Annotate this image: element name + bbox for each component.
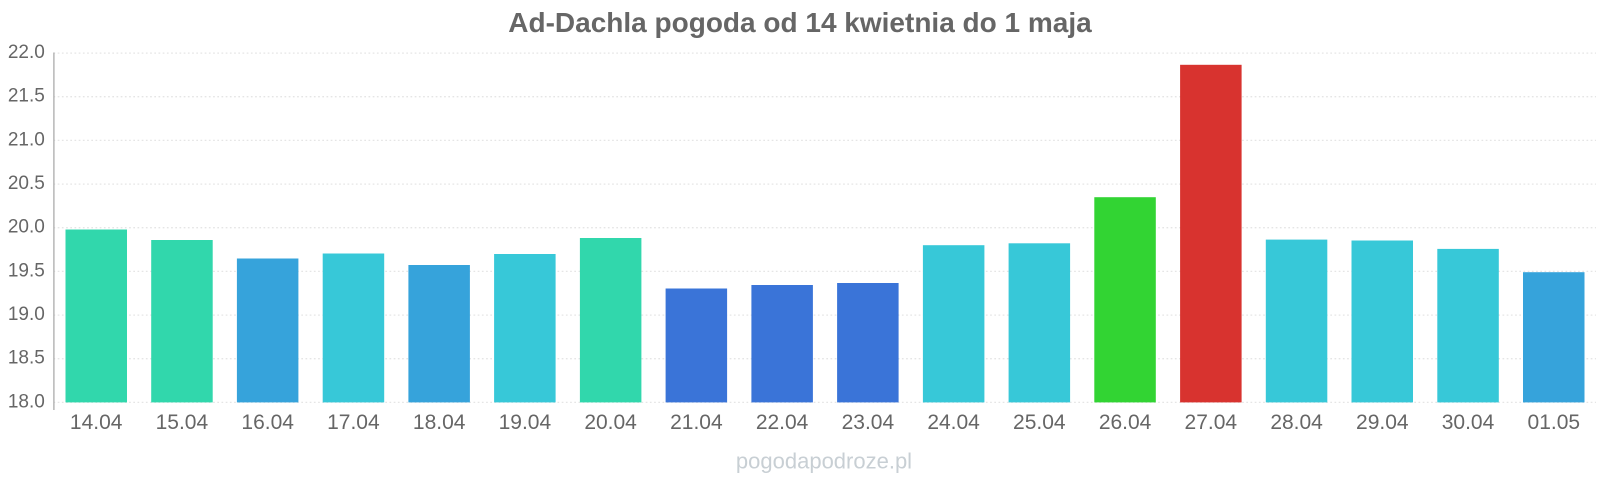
svg-text:16.04: 16.04	[241, 411, 294, 434]
svg-text:18.5: 18.5	[8, 348, 45, 369]
svg-text:21.5: 21.5	[8, 86, 45, 107]
svg-text:20.04: 20.04	[584, 411, 637, 434]
svg-text:pogodapodroze.pl: pogodapodroze.pl	[736, 448, 912, 473]
svg-text:22.04: 22.04	[756, 411, 809, 434]
svg-text:25.04: 25.04	[1013, 411, 1066, 434]
svg-text:21.04: 21.04	[670, 411, 723, 434]
svg-text:27.04: 27.04	[1185, 411, 1238, 434]
svg-text:19.0: 19.0	[8, 304, 45, 325]
svg-text:26.04: 26.04	[1099, 411, 1152, 434]
svg-text:01.05: 01.05	[1528, 411, 1581, 434]
svg-text:19.04: 19.04	[499, 411, 552, 434]
svg-text:20.5: 20.5	[8, 173, 45, 194]
svg-text:18.04: 18.04	[413, 411, 466, 434]
svg-text:30.04: 30.04	[1442, 411, 1495, 434]
svg-text:Ad-Dachla pogoda od 14 kwietni: Ad-Dachla pogoda od 14 kwietnia do 1 maj…	[508, 7, 1092, 38]
svg-text:17.04: 17.04	[327, 411, 380, 434]
svg-text:14.04: 14.04	[70, 411, 123, 434]
svg-text:18.0: 18.0	[8, 391, 45, 412]
svg-text:29.04: 29.04	[1356, 411, 1409, 434]
svg-text:15.04: 15.04	[156, 411, 209, 434]
svg-text:28.04: 28.04	[1270, 411, 1323, 434]
svg-text:22.0: 22.0	[8, 42, 45, 63]
svg-text:21.0: 21.0	[8, 129, 45, 150]
svg-text:20.0: 20.0	[8, 217, 45, 238]
svg-text:24.04: 24.04	[927, 411, 980, 434]
svg-text:19.5: 19.5	[8, 260, 45, 281]
svg-text:23.04: 23.04	[842, 411, 895, 434]
